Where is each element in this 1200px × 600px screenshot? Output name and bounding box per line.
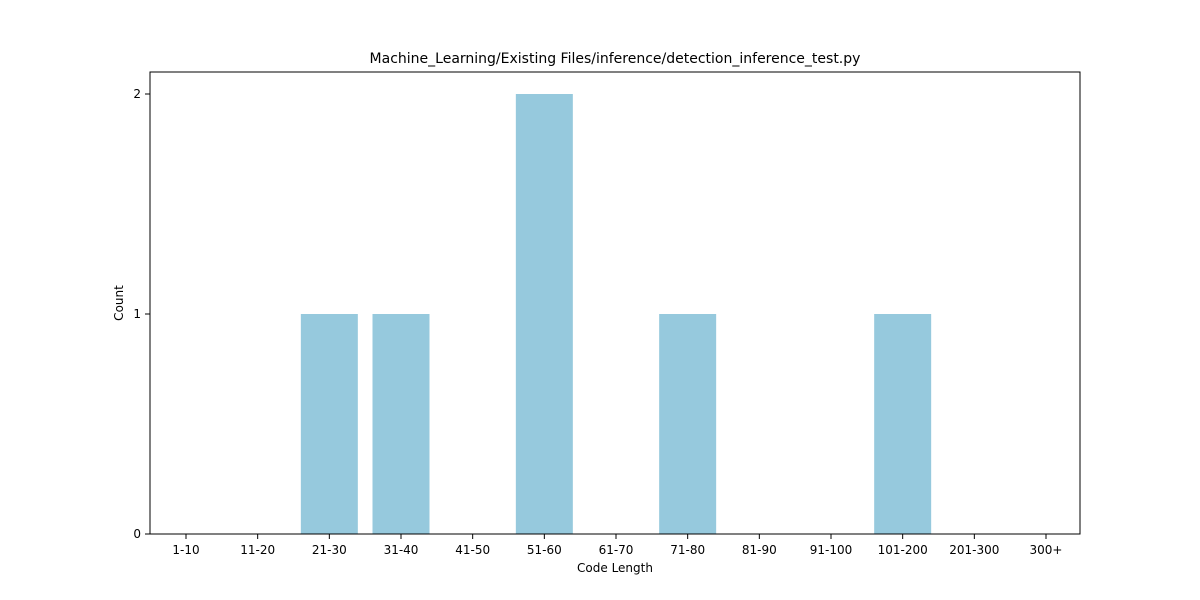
y-tick-label: 1 xyxy=(133,307,141,321)
bar-101-200 xyxy=(874,314,932,534)
x-tick-label: 1-10 xyxy=(172,543,199,557)
x-axis-label: Code Length xyxy=(577,561,653,575)
x-tick-label: 31-40 xyxy=(384,543,419,557)
x-tick-label: 41-50 xyxy=(455,543,490,557)
x-tick-label: 91-100 xyxy=(810,543,853,557)
bar-51-60 xyxy=(515,94,573,534)
bars-group xyxy=(300,94,932,534)
plot-frame xyxy=(149,71,1081,535)
x-axis: 1-10 11-20 21-30 31-40 41-50 51-60 61-70 71-80 8… xyxy=(172,534,1062,557)
y-tick-label: 0 xyxy=(133,527,141,541)
x-tick-label: 300+ xyxy=(1030,543,1063,557)
y-axis: 0 1 2 xyxy=(133,87,150,541)
x-tick-label: 101-200 xyxy=(878,543,928,557)
chart-title: Machine_Learning/Existing Files/inferenc… xyxy=(370,51,861,67)
bar-31-40 xyxy=(372,314,430,534)
bar-71-80 xyxy=(659,314,717,534)
x-tick-label: 71-80 xyxy=(670,543,705,557)
x-tick-label: 11-20 xyxy=(240,543,275,557)
x-tick-label: 201-300 xyxy=(949,543,999,557)
x-tick-label: 81-90 xyxy=(742,543,777,557)
bar-21-30 xyxy=(300,314,358,534)
x-tick-label: 51-60 xyxy=(527,543,562,557)
y-axis-label: Count xyxy=(112,285,126,321)
x-tick-label: 21-30 xyxy=(312,543,347,557)
y-tick-label: 2 xyxy=(133,87,141,101)
x-tick-label: 61-70 xyxy=(599,543,634,557)
